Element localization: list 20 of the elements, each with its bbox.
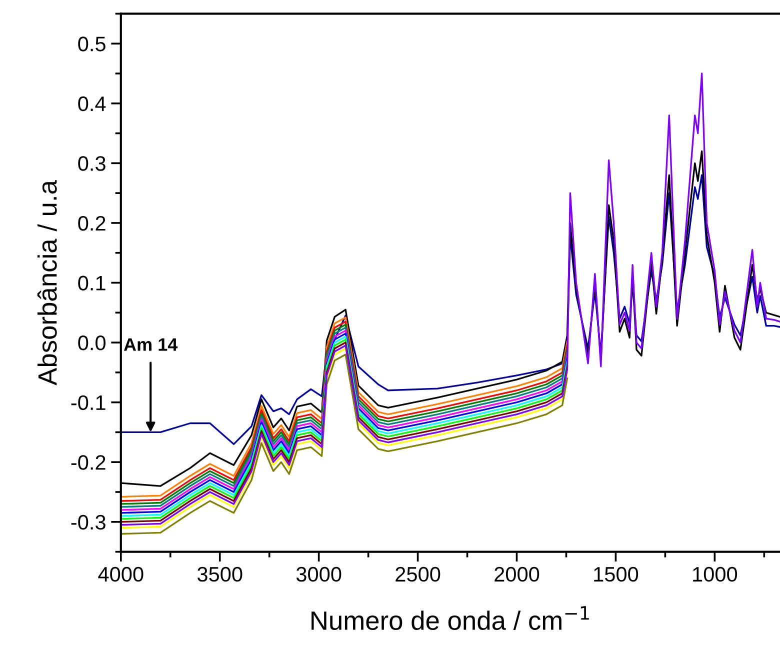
y-tick-label: -0.1 (71, 395, 106, 410)
annotation: Am 14 (124, 338, 178, 351)
y-tick-label: -0.3 (71, 514, 106, 530)
x-axis-title: Numero de onda / cm$^{−1}$ (312, 606, 589, 630)
x-tick-label: 1000 (693, 566, 738, 582)
y-tick-label: 0.2 (78, 216, 106, 231)
y-tick-label: 0.3 (78, 156, 106, 171)
x-tick-label: 2000 (494, 566, 540, 582)
y-tick-label: 0.5 (78, 36, 106, 52)
y-tick-label: 0.1 (78, 276, 106, 291)
x-tick-label: 1500 (594, 566, 638, 582)
y-tick-label: -0.2 (71, 455, 106, 470)
x-tick-label: 3500 (197, 566, 242, 582)
x-tick-label: 2500 (396, 566, 440, 582)
y-tick-label: 0.4 (78, 96, 106, 112)
y-axis-title: Absorbância / u.a (37, 180, 57, 386)
x-tick-label: 4000 (98, 566, 144, 582)
y-tick-label: 0.0 (78, 336, 106, 350)
x-tick-label: 3000 (296, 566, 342, 582)
line-series (120, 72, 780, 526)
